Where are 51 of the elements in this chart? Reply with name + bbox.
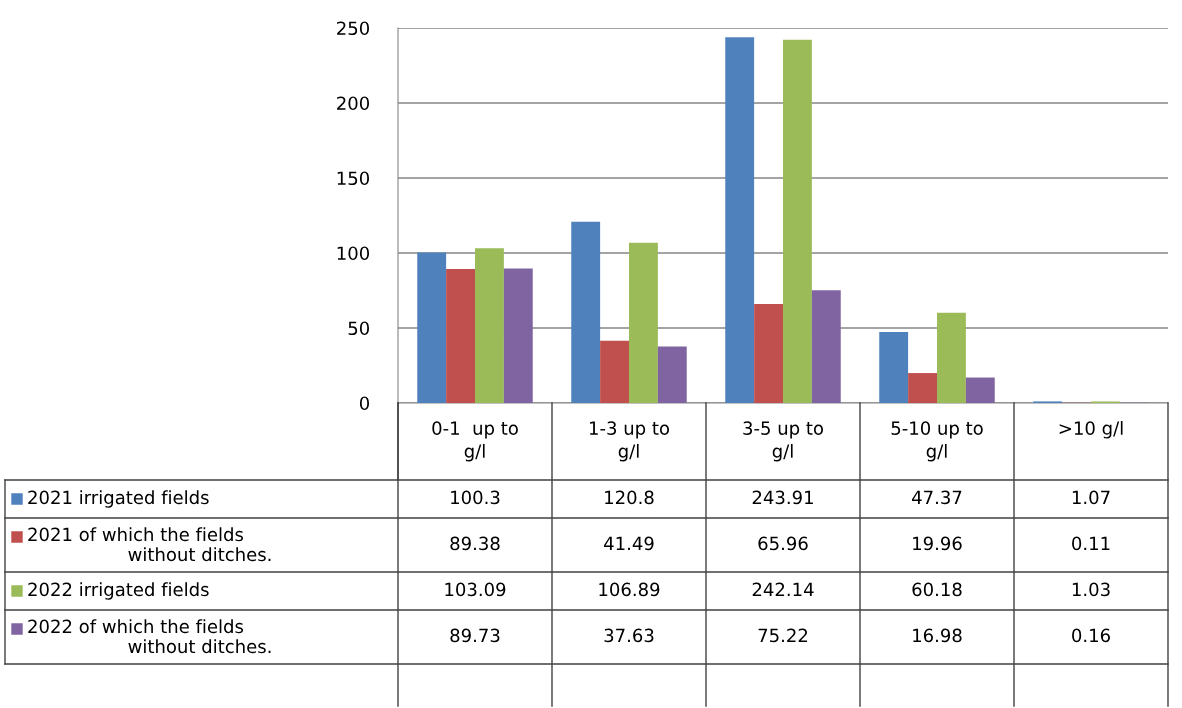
bar bbox=[908, 373, 937, 403]
bar bbox=[937, 312, 966, 403]
y-tick-label: 50 bbox=[348, 321, 370, 336]
data-label: 16.98 bbox=[913, 628, 962, 643]
data-label: 19.96 bbox=[913, 536, 962, 551]
bar bbox=[657, 346, 687, 403]
x-tick-label: 0-1 up to g/l bbox=[432, 421, 518, 462]
bar bbox=[417, 252, 447, 403]
bar bbox=[725, 37, 755, 403]
bar bbox=[600, 340, 629, 403]
data-label: 89.73 bbox=[450, 628, 500, 643]
bar bbox=[811, 290, 841, 403]
bar bbox=[475, 248, 504, 403]
data-label: 243.91 bbox=[752, 490, 813, 505]
data-label: 0.11 bbox=[1072, 536, 1110, 551]
x-tick-label: 3-5 up to g/l bbox=[743, 421, 824, 462]
data-label: 0.16 bbox=[1072, 628, 1110, 643]
bar bbox=[783, 39, 812, 403]
x-tick-label: 5-10 up to g/l bbox=[891, 421, 983, 462]
data-label: 106.89 bbox=[599, 582, 660, 597]
data-label: 242.14 bbox=[752, 582, 814, 596]
y-tick-label: 150 bbox=[337, 171, 370, 186]
y-tick-label: 0 bbox=[359, 396, 370, 411]
data-label: 103.09 bbox=[445, 582, 506, 597]
data-label: 1.07 bbox=[1072, 490, 1110, 505]
data-label: 120.8 bbox=[605, 490, 654, 505]
x-tick-label: 1-3 up to g/l bbox=[589, 421, 670, 462]
data-label: 89.38 bbox=[450, 536, 500, 551]
data-label: 65.96 bbox=[758, 536, 808, 551]
legend-label: 2022 irrigated fields bbox=[28, 582, 209, 600]
x-tick-label: >10 g/l bbox=[1059, 421, 1123, 439]
bar bbox=[503, 268, 533, 403]
bar bbox=[754, 304, 783, 403]
bar bbox=[879, 331, 909, 403]
legend-label: 2021 irrigated fields bbox=[28, 490, 209, 508]
data-label: 100.3 bbox=[451, 490, 500, 505]
y-tick-label: 250 bbox=[337, 21, 370, 36]
legend-label: 2022 of which the fields without ditches. bbox=[28, 619, 271, 654]
bar bbox=[571, 221, 601, 403]
bar bbox=[629, 242, 658, 403]
data-label: 75.22 bbox=[758, 628, 808, 643]
data-label: 37.63 bbox=[604, 628, 654, 643]
legend-label: 2021 of which the fields without ditches. bbox=[28, 527, 271, 562]
data-label: 47.37 bbox=[912, 490, 962, 505]
data-label: 1.03 bbox=[1072, 582, 1110, 597]
bar bbox=[965, 377, 995, 403]
bar bbox=[446, 268, 475, 403]
data-label: 41.49 bbox=[604, 536, 654, 551]
y-tick-label: 200 bbox=[337, 96, 370, 111]
y-tick-label: 100 bbox=[337, 246, 370, 261]
data-label: 60.18 bbox=[912, 582, 962, 597]
